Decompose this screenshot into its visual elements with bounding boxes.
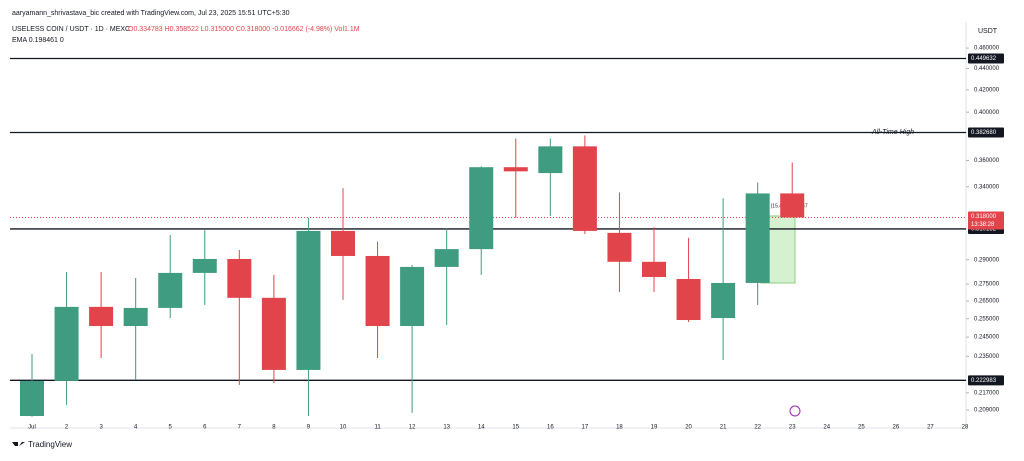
level-label: 0.382680 xyxy=(971,130,997,136)
level-label-box xyxy=(968,53,1004,64)
last-price-label: 0.318000 xyxy=(971,214,997,220)
x-tick-label: 3 xyxy=(99,425,103,431)
candle-body xyxy=(503,167,528,172)
x-tick-label: 4 xyxy=(134,425,138,431)
x-tick-label: 11 xyxy=(374,425,381,431)
x-tick-label: 23 xyxy=(789,425,796,431)
candle-body xyxy=(331,230,355,256)
x-tick-label: 9 xyxy=(307,425,311,431)
x-tick-label: 22 xyxy=(754,425,761,431)
candle-body xyxy=(296,230,321,370)
x-tick-label: 13 xyxy=(443,425,450,431)
measure-label: 0.042467 (15.42%) 42,467 xyxy=(748,203,807,209)
ohlc-legend: O0.334783 H0.358522 L0.315000 C0.318000 … xyxy=(128,26,360,33)
x-tick-label: 6 xyxy=(203,425,207,431)
brand-logo xyxy=(12,442,25,446)
y-tick-label: 0.290000 xyxy=(974,257,1000,263)
candle-body xyxy=(711,282,736,319)
x-tick-label: 2 xyxy=(65,425,69,431)
y-tick-label: 0.440000 xyxy=(974,66,1000,72)
candle-body xyxy=(780,193,805,218)
x-tick-label: 24 xyxy=(823,425,830,431)
x-tick-label: 18 xyxy=(616,425,623,431)
candle-body xyxy=(261,297,286,370)
y-axis-label: USDT xyxy=(978,28,998,35)
x-tick-label: 27 xyxy=(927,425,934,431)
x-tick-label: 8 xyxy=(272,425,276,431)
x-tick-label: 5 xyxy=(169,425,173,431)
y-tick-label: 0.275000 xyxy=(974,282,1000,288)
x-tick-label: 25 xyxy=(858,425,865,431)
y-tick-label: 0.400000 xyxy=(974,110,1000,116)
x-tick-label: 16 xyxy=(547,425,554,431)
y-tick-label: 0.420000 xyxy=(974,87,1000,93)
x-tick-label: 20 xyxy=(685,425,692,431)
countdown: 13:38:28 xyxy=(971,222,995,228)
y-tick-label: 0.217000 xyxy=(974,390,1000,396)
x-tick-label: 7 xyxy=(238,425,242,431)
candle-body xyxy=(434,249,459,267)
candle-body xyxy=(745,193,770,283)
x-tick-label: 17 xyxy=(582,425,589,431)
candle-body xyxy=(538,146,563,174)
x-tick-label: 15 xyxy=(512,425,519,431)
x-tick-label: 19 xyxy=(651,425,658,431)
candle-body xyxy=(572,146,597,231)
candle-body xyxy=(227,258,252,298)
brand: TradingView xyxy=(28,440,72,449)
y-tick-label: 0.460000 xyxy=(974,46,1000,52)
candle-body xyxy=(89,306,114,327)
y-tick-label: 0.255000 xyxy=(974,316,1000,322)
candle-body xyxy=(158,272,183,308)
x-tick-label: 12 xyxy=(409,425,416,431)
y-tick-label: 0.235000 xyxy=(974,354,1000,360)
indicator-legend: EMA 0.198461 0 xyxy=(12,37,64,44)
level-label-box xyxy=(968,375,1004,386)
y-tick-label: 0.209000 xyxy=(974,408,1000,414)
candle-body xyxy=(54,306,79,381)
candle-body xyxy=(469,167,494,250)
y-tick-label: 0.265000 xyxy=(974,299,1000,305)
y-tick-label: 0.245000 xyxy=(974,335,1000,341)
level-label-box xyxy=(968,127,1004,138)
last-price-box xyxy=(968,211,1004,230)
y-tick-label: 0.360000 xyxy=(974,158,1000,164)
x-tick-label: 10 xyxy=(340,425,347,431)
y-tick-label: 0.340000 xyxy=(974,184,1000,190)
candle-body xyxy=(400,266,425,327)
chart-title: USELESS COIN / USDT · 1D · MEXC xyxy=(12,26,130,33)
candle-body xyxy=(642,261,666,277)
event-icon xyxy=(789,405,801,417)
x-tick-label: Jul xyxy=(28,425,36,431)
x-tick-label: 14 xyxy=(478,425,485,431)
candle-body xyxy=(20,380,44,417)
candle-body xyxy=(607,232,632,262)
x-tick-label: 21 xyxy=(720,425,727,431)
candle-body xyxy=(365,255,390,327)
level-label: 0.310132 xyxy=(971,227,997,233)
level-label: 0.222983 xyxy=(971,378,997,384)
candle-body xyxy=(192,258,217,273)
x-tick-label: 26 xyxy=(893,425,900,431)
candle-body xyxy=(123,307,148,327)
level-label: 0.449632 xyxy=(971,56,997,62)
credit: aaryamann_shrivastava_bic created with T… xyxy=(12,10,290,17)
x-tick-label: 28 xyxy=(962,425,969,431)
candle-body xyxy=(676,278,701,321)
